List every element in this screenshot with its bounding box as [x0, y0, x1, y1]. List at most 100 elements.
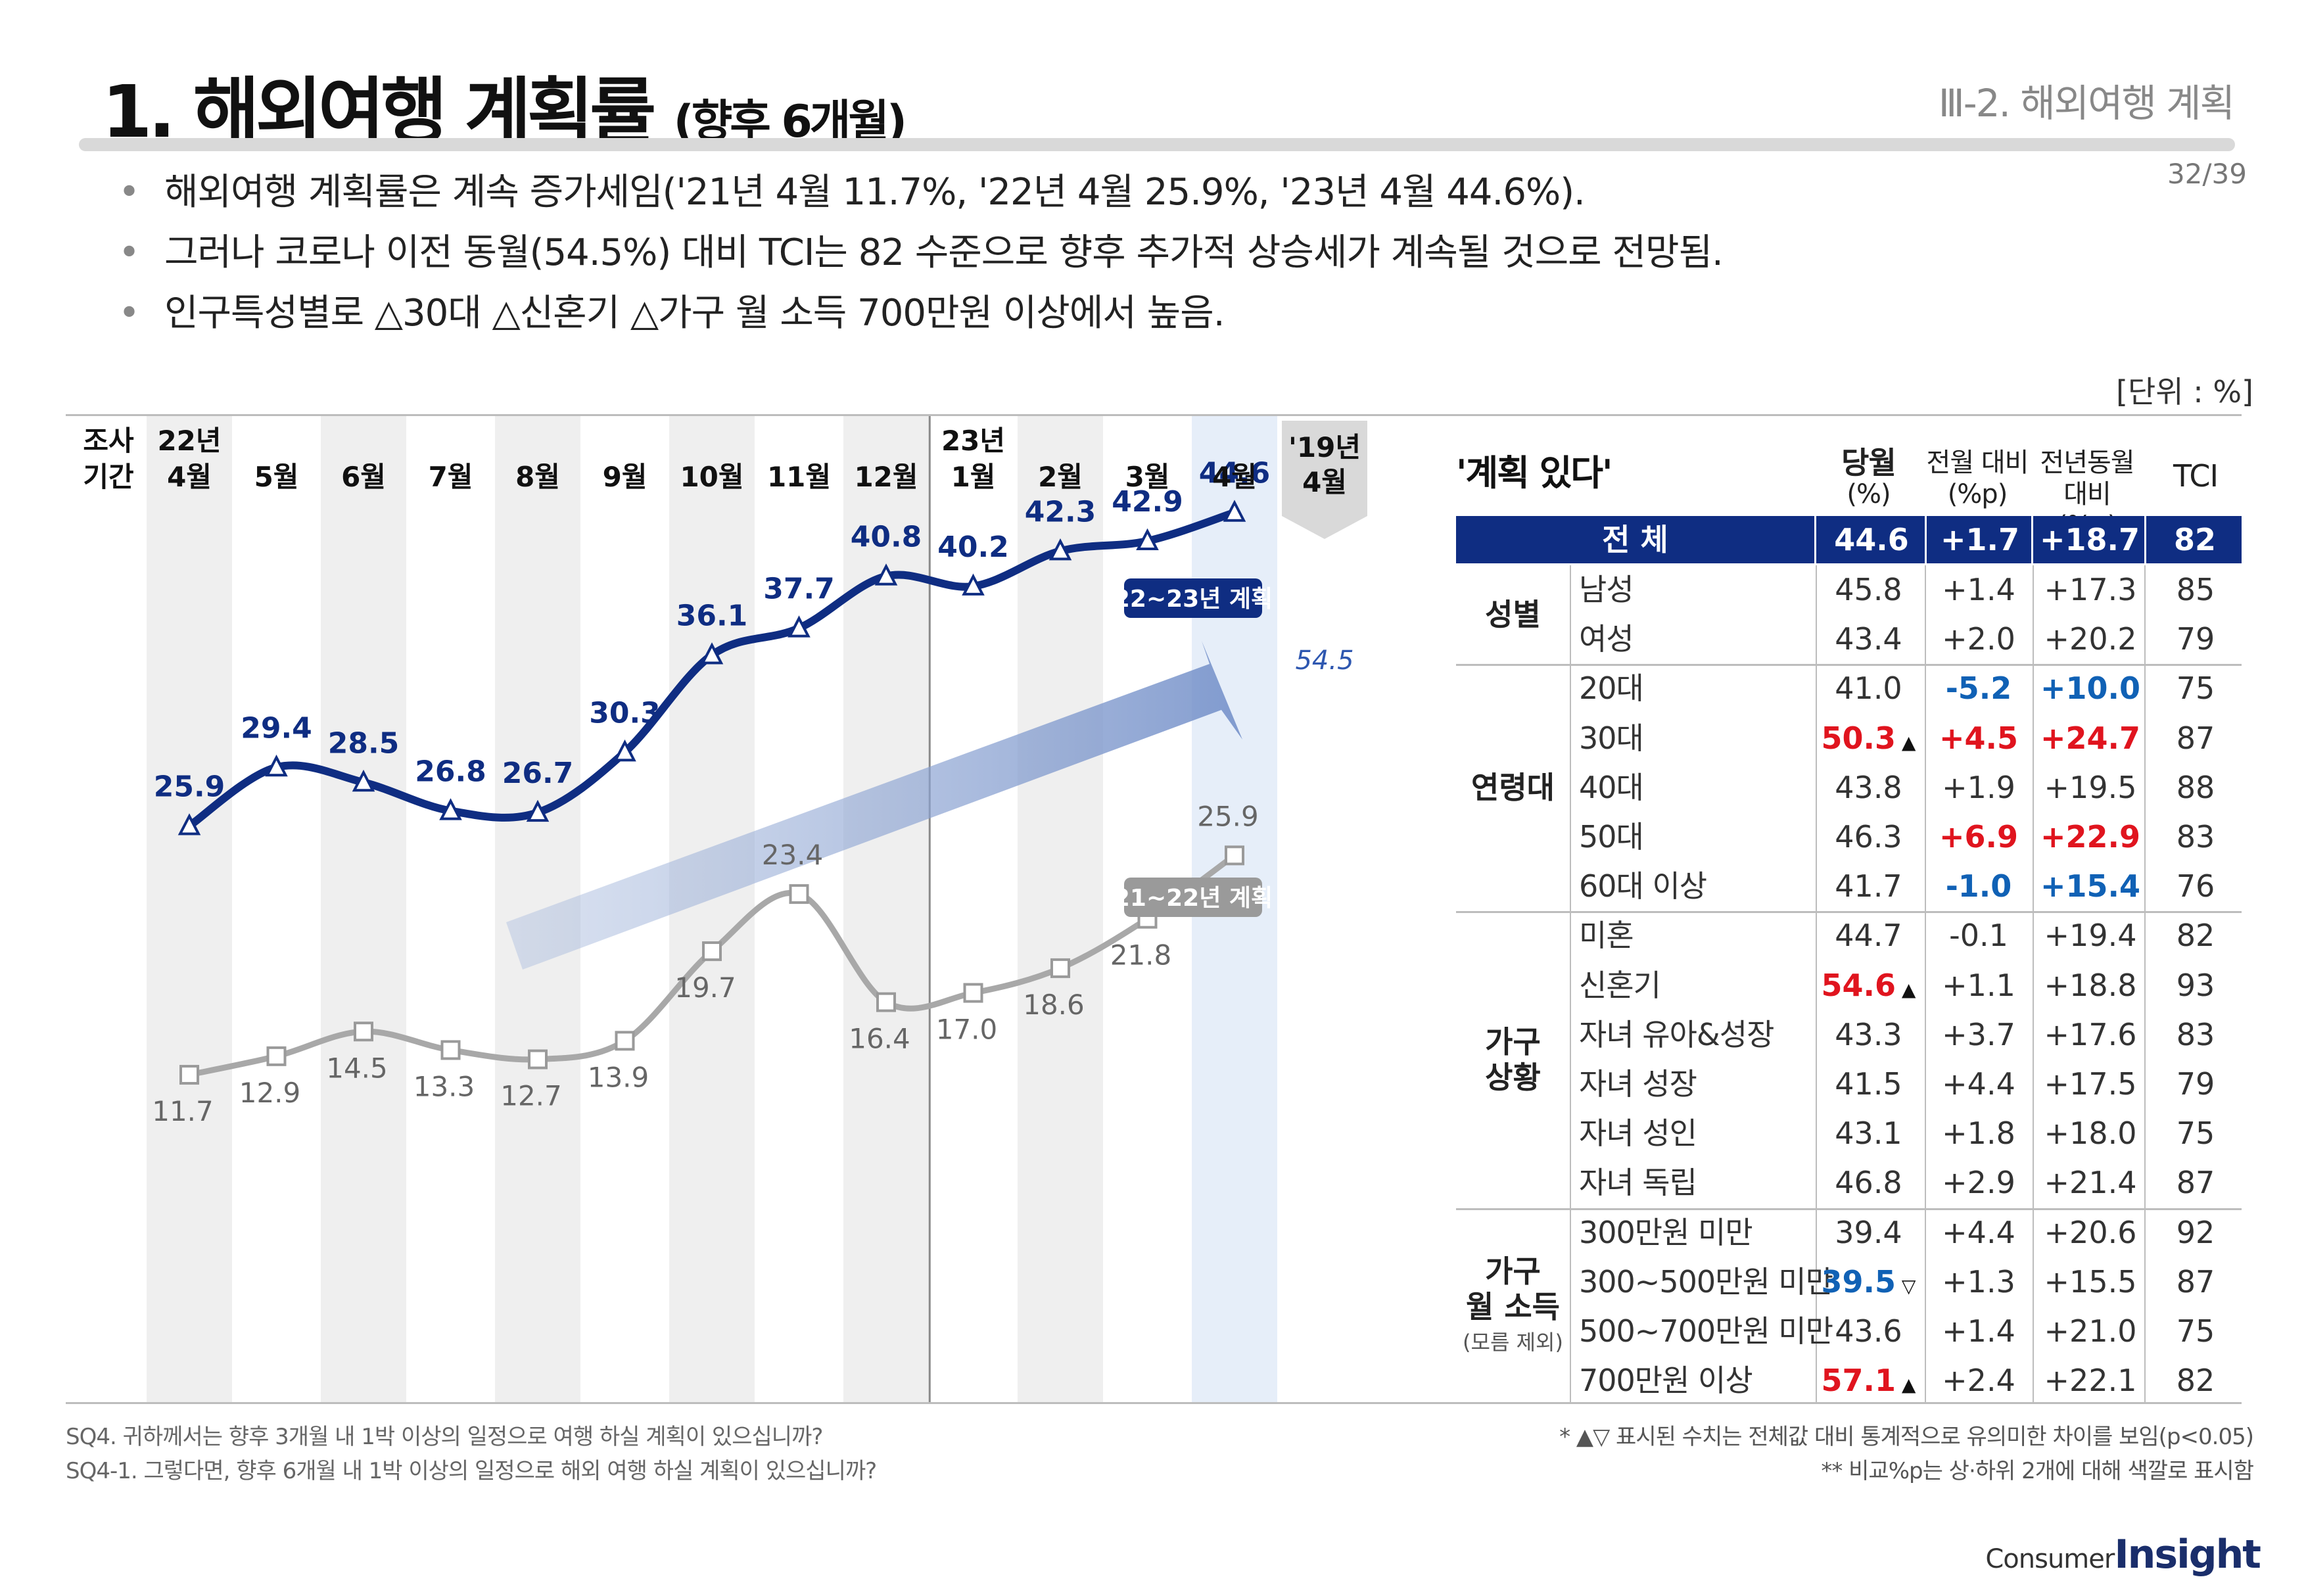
data-label: 30.3	[589, 696, 661, 730]
row-value: +1.1	[1926, 961, 2031, 1010]
row-value: 79	[2150, 615, 2242, 664]
row-value: +2.4	[1926, 1356, 2031, 1405]
row-value: +17.6	[2035, 1010, 2146, 1060]
value-text: +2.0	[1942, 621, 2015, 657]
data-label: 13.3	[413, 1070, 475, 1102]
row-value: 43.8	[1814, 763, 1923, 812]
data-point	[177, 813, 201, 835]
value-text: +15.4	[2040, 868, 2141, 904]
value-text: +1.8	[1942, 1115, 2015, 1152]
total-current: 44.6	[1814, 516, 1927, 563]
data-label: 25.9	[154, 770, 225, 804]
row-value: +20.6	[2035, 1208, 2146, 1257]
column-stripe	[147, 416, 232, 1402]
bullet-dot: •	[118, 231, 140, 274]
value-text: 45.8	[1835, 572, 1902, 607]
value-text: -0.1	[1949, 918, 2008, 954]
tick-label: 12월	[854, 461, 918, 493]
group-label: 연령대	[1456, 664, 1570, 911]
value-text: +19.5	[2044, 769, 2137, 805]
data-label: 25.9	[1197, 800, 1259, 832]
value-text: 75	[2176, 670, 2215, 707]
row-value: 41.0	[1814, 664, 1923, 713]
row-value: +1.4	[1926, 565, 2031, 615]
data-label: 16.4	[849, 1023, 910, 1055]
value-text: +10.0	[2040, 670, 2141, 707]
col-head-tci: TCI	[2146, 460, 2245, 492]
data-label: 19.7	[674, 972, 736, 1004]
row-value: 39.4	[1814, 1208, 1923, 1257]
col-head-line: TCI	[2173, 458, 2219, 494]
group-label-line: 월 소득	[1466, 1288, 1560, 1325]
row-value: +1.4	[1926, 1307, 2031, 1356]
row-label: 자녀 성인	[1579, 1115, 1697, 1152]
table-total-row: 전 체 44.6 +1.7 +18.7 82	[1456, 516, 2242, 563]
value-text: -1.0	[1945, 868, 2012, 904]
group-sublabel: (모름 제외)	[1463, 1329, 1563, 1355]
data-point	[615, 1031, 635, 1051]
data-label: 36.1	[676, 599, 748, 632]
row-value: +18.8	[2035, 961, 2146, 1010]
data-label: 40.2	[937, 530, 1009, 564]
value-text: +17.5	[2044, 1066, 2137, 1102]
legend-badge-21-22	[1124, 878, 1262, 917]
row-value: 87	[2150, 714, 2242, 763]
row-value: +24.7	[2035, 714, 2146, 763]
row-value: 87	[2150, 1257, 2242, 1307]
row-label: 30대	[1579, 720, 1644, 756]
data-point	[1223, 500, 1246, 522]
tick-label-year: 22년	[157, 425, 221, 457]
data-label: 42.3	[1025, 495, 1096, 528]
col-head-mom: 전월 대비 (%p)	[1925, 447, 2030, 510]
value-text: 75	[2176, 1115, 2215, 1152]
row-value: 43.3	[1814, 1010, 1923, 1060]
bullet-item: • 인구특성별로 △30대 △신혼기 △가구 월 소득 700만원 이상에서 높음…	[118, 289, 2025, 339]
row-value: 41.7	[1814, 862, 1923, 911]
data-point	[528, 1049, 548, 1069]
data-point	[788, 615, 811, 638]
row-value: +1.9	[1926, 763, 2031, 812]
tick-label: 11월	[767, 461, 831, 493]
data-point	[702, 941, 722, 962]
row-value: +19.5	[2035, 763, 2146, 812]
data-label: 28.5	[328, 726, 400, 760]
data-point	[1048, 538, 1072, 561]
footnote-line: SQ4. 귀하께서는 향후 3개월 내 1박 이상의 일정으로 여행 하실 계획…	[66, 1424, 823, 1450]
group-label-line: 가구	[1485, 1023, 1541, 1060]
row-value: 75	[2150, 1307, 2242, 1356]
row-value: +22.9	[2035, 812, 2146, 862]
logo-part: Insight	[2114, 1532, 2261, 1578]
axis-label: 조사	[83, 425, 134, 457]
value-text: +2.9	[1942, 1165, 2015, 1201]
row-value: +10.0	[2035, 664, 2146, 713]
row-value: +4.4	[1926, 1060, 2031, 1109]
data-label: 26.7	[502, 757, 574, 790]
value-text: +19.4	[2044, 918, 2137, 954]
row-value: +20.2	[2035, 615, 2146, 664]
value-text: 87	[2176, 1263, 2215, 1300]
row-value: +15.4	[2035, 862, 2146, 911]
column-stripe	[321, 416, 406, 1402]
data-label: 13.9	[588, 1061, 649, 1093]
row-value: +2.9	[1926, 1158, 2031, 1208]
data-point	[1050, 958, 1070, 978]
page-number: 32/39	[2167, 158, 2247, 190]
data-point	[439, 798, 462, 820]
group-divider	[1456, 1208, 2242, 1210]
row-value: +3.7	[1926, 1010, 2031, 1060]
data-point	[963, 983, 983, 1003]
row-value: 83	[2150, 1010, 2242, 1060]
row-value: -5.2	[1926, 664, 2031, 713]
row-value: 79	[2150, 1060, 2242, 1109]
down-triangle-icon: ▽	[1896, 1275, 1916, 1297]
data-point	[179, 1065, 199, 1085]
value-text: 79	[2176, 1066, 2215, 1102]
value-text: +21.4	[2044, 1165, 2137, 1201]
value-text: 46.3	[1835, 819, 1902, 855]
value-text: 39.4	[1835, 1214, 1902, 1250]
value-text: +20.2	[2044, 621, 2137, 657]
reference-month: 4월	[1302, 466, 1347, 498]
data-label: 29.4	[241, 711, 312, 745]
row-value: +22.1	[2035, 1356, 2146, 1405]
table-col-divider	[1570, 565, 1571, 1402]
